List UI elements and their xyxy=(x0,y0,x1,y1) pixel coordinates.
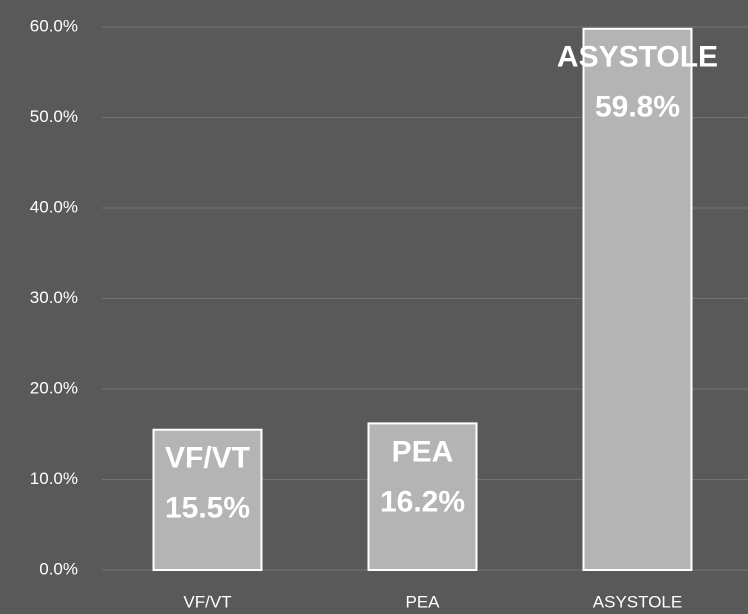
data-label-category: PEA xyxy=(392,435,454,468)
bar xyxy=(152,428,263,571)
data-label: 16.2% xyxy=(380,485,465,518)
data-label-category: VF/VT xyxy=(165,442,250,475)
bar xyxy=(367,422,478,572)
bar xyxy=(582,27,693,572)
x-tick-label: VF/VT xyxy=(183,592,231,611)
y-tick-label: 20.0% xyxy=(30,378,78,397)
x-tick-label: PEA xyxy=(405,592,440,611)
y-tick-label: 40.0% xyxy=(30,197,78,216)
y-tick-label: 0.0% xyxy=(39,559,78,578)
y-tick-label: 10.0% xyxy=(30,469,78,488)
y-tick-label: 50.0% xyxy=(30,107,78,126)
y-tick-label: 30.0% xyxy=(30,288,78,307)
data-label: 15.5% xyxy=(165,492,250,525)
x-tick-label: ASYSTOLE xyxy=(593,592,682,611)
data-label: 59.8% xyxy=(595,91,680,124)
data-label-category: ASYSTOLE xyxy=(557,41,718,74)
y-tick-label: 60.0% xyxy=(30,16,78,35)
